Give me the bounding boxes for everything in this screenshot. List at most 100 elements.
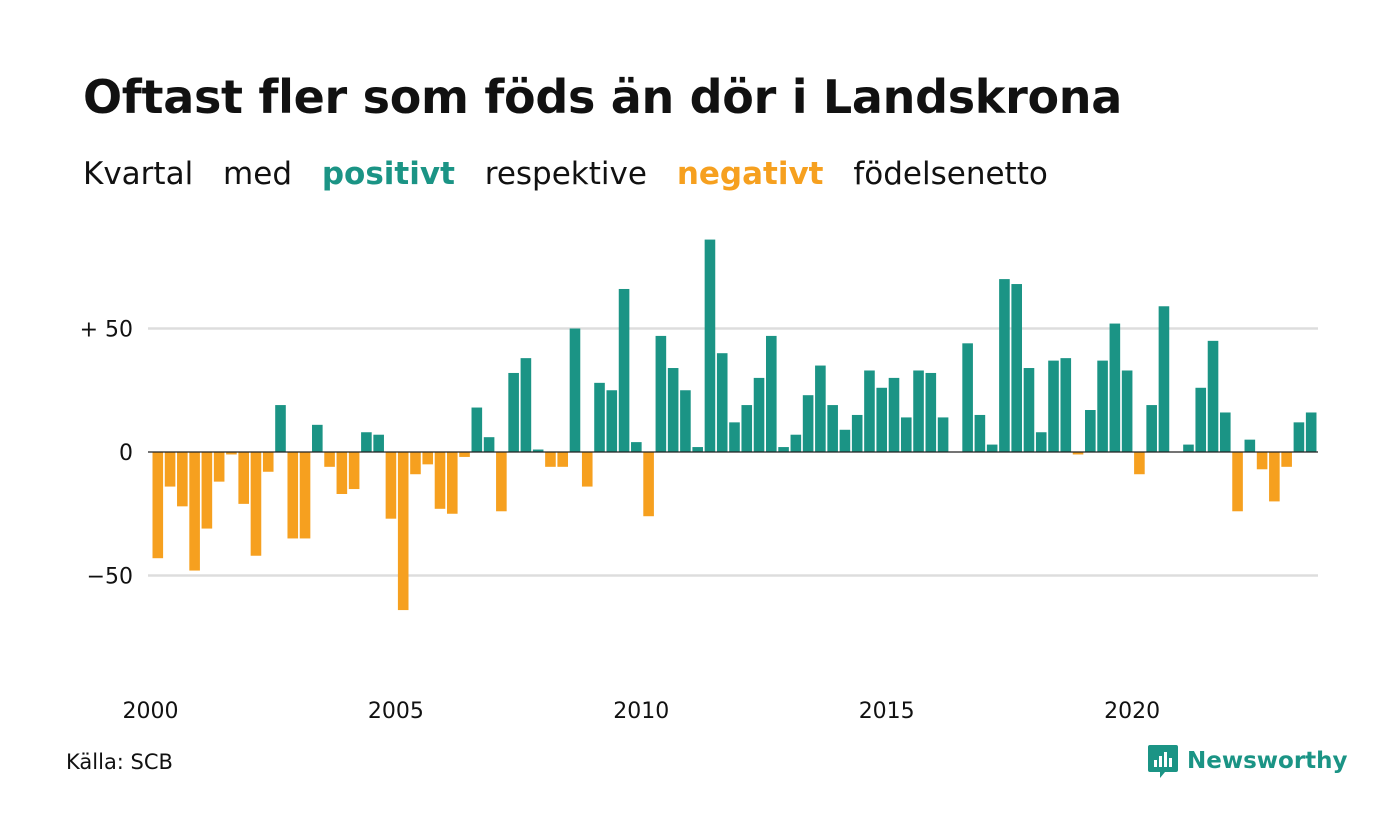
bar-positive	[1219, 412, 1231, 452]
bar-negative	[250, 452, 262, 556]
bar-positive	[631, 442, 642, 452]
bar-negative	[213, 452, 225, 482]
bar-chart: + 50 0 −50 2000 2005 2010 2015 2020	[80, 239, 1318, 724]
y-tick-label: + 50	[80, 318, 133, 343]
bar-positive	[827, 405, 838, 452]
bar-positive	[1121, 370, 1133, 452]
bar-positive	[999, 279, 1010, 452]
bar-negative	[1232, 452, 1243, 512]
bar-positive	[925, 372, 937, 452]
x-tick-label: 2000	[123, 699, 179, 724]
bar-positive	[692, 447, 703, 452]
bar-negative	[1134, 452, 1145, 475]
bar-negative	[545, 452, 556, 467]
bar-negative	[422, 452, 434, 465]
bar-negative	[324, 452, 335, 467]
bar-positive	[667, 368, 679, 452]
bar-positive	[532, 449, 544, 452]
bar-negative	[397, 452, 409, 611]
bar-positive	[1305, 412, 1317, 452]
bar-positive	[618, 288, 630, 452]
bar-positive	[704, 239, 716, 452]
bar-positive	[508, 372, 519, 452]
subtitle-text-respektive: respektive	[484, 156, 647, 192]
bar-negative	[299, 452, 311, 539]
y-tick-label: −50	[87, 565, 133, 590]
bar-positive	[851, 414, 863, 452]
bar-negative	[459, 452, 470, 457]
bar-positive	[680, 390, 691, 452]
bar-positive	[753, 377, 765, 452]
bar-positive	[962, 343, 973, 452]
bar-positive	[312, 424, 323, 452]
bar-negative	[152, 452, 164, 559]
bar-positive	[729, 422, 740, 452]
y-tick-label: 0	[119, 441, 133, 466]
bar-positive	[520, 358, 532, 452]
bar-positive	[1097, 360, 1108, 452]
bar-positive	[986, 444, 998, 452]
bar-negative	[1256, 452, 1268, 470]
subtitle-positive-word: positivt	[321, 156, 455, 192]
bar-positive	[471, 407, 483, 452]
x-tick-label: 2010	[613, 699, 669, 724]
x-tick-label: 2015	[859, 699, 915, 724]
bar-negative	[385, 452, 397, 519]
bar-positive	[373, 434, 384, 452]
bar-positive	[1109, 323, 1121, 452]
bar-positive	[716, 353, 728, 452]
bar-negative	[189, 452, 200, 571]
bar-positive	[790, 434, 802, 452]
x-tick-label: 2020	[1104, 699, 1160, 724]
bar-negative	[201, 452, 213, 529]
bar-negative	[1269, 452, 1280, 502]
bar-negative	[164, 452, 176, 487]
bar-positive	[1060, 358, 1072, 452]
subtitle-negative-word: negativt	[676, 156, 824, 192]
bar-positive	[864, 370, 875, 452]
bar-negative	[446, 452, 458, 514]
bar-positive	[1085, 410, 1096, 452]
bar-negative	[262, 452, 274, 472]
bar-positive	[766, 335, 777, 452]
bar-positive	[1023, 368, 1035, 452]
source-label: Källa: SCB	[66, 750, 173, 774]
subtitle-text-fodelsenetto: födelsenetto	[853, 156, 1048, 192]
bar-positive	[1146, 405, 1157, 452]
bar-positive	[1158, 306, 1170, 452]
bar-negative	[238, 452, 249, 504]
bar-negative	[226, 452, 237, 455]
subtitle-text-kvartal: Kvartal	[83, 156, 194, 192]
chart-title: Oftast fler som föds än dör i Landskrona	[83, 70, 1122, 124]
bar-positive	[275, 405, 286, 452]
bar-negative	[336, 452, 348, 494]
bar-positive	[569, 328, 581, 452]
bar-negative	[434, 452, 446, 509]
bar-positive	[778, 447, 789, 452]
subtitle-text-med: med	[223, 156, 292, 192]
bar-positive	[839, 429, 851, 452]
chart-subtitle: Kvartal med positivt respektive negativt…	[83, 156, 1068, 192]
bar-negative	[557, 452, 569, 467]
bar-positive	[361, 432, 372, 452]
bar-positive	[900, 417, 912, 452]
newsworthy-brand: Newsworthy	[1147, 743, 1348, 779]
bar-positive	[974, 414, 986, 452]
bar-positive	[876, 387, 888, 452]
bar-positive	[1244, 439, 1256, 452]
newsworthy-wordmark: Newsworthy	[1187, 748, 1348, 774]
bar-negative	[348, 452, 360, 490]
bar-negative	[496, 452, 507, 512]
bar-negative	[177, 452, 188, 507]
bar-positive	[483, 437, 495, 452]
bar-negative	[581, 452, 593, 487]
bar-positive	[1293, 422, 1305, 452]
bar-negative	[643, 452, 654, 517]
bar-positive	[655, 335, 667, 452]
bar-negative	[410, 452, 421, 475]
bar-positive	[1183, 444, 1194, 452]
bar-positive	[937, 417, 949, 452]
bar-negative	[287, 452, 299, 539]
bar-positive	[913, 370, 924, 452]
bar-positive	[741, 405, 753, 452]
